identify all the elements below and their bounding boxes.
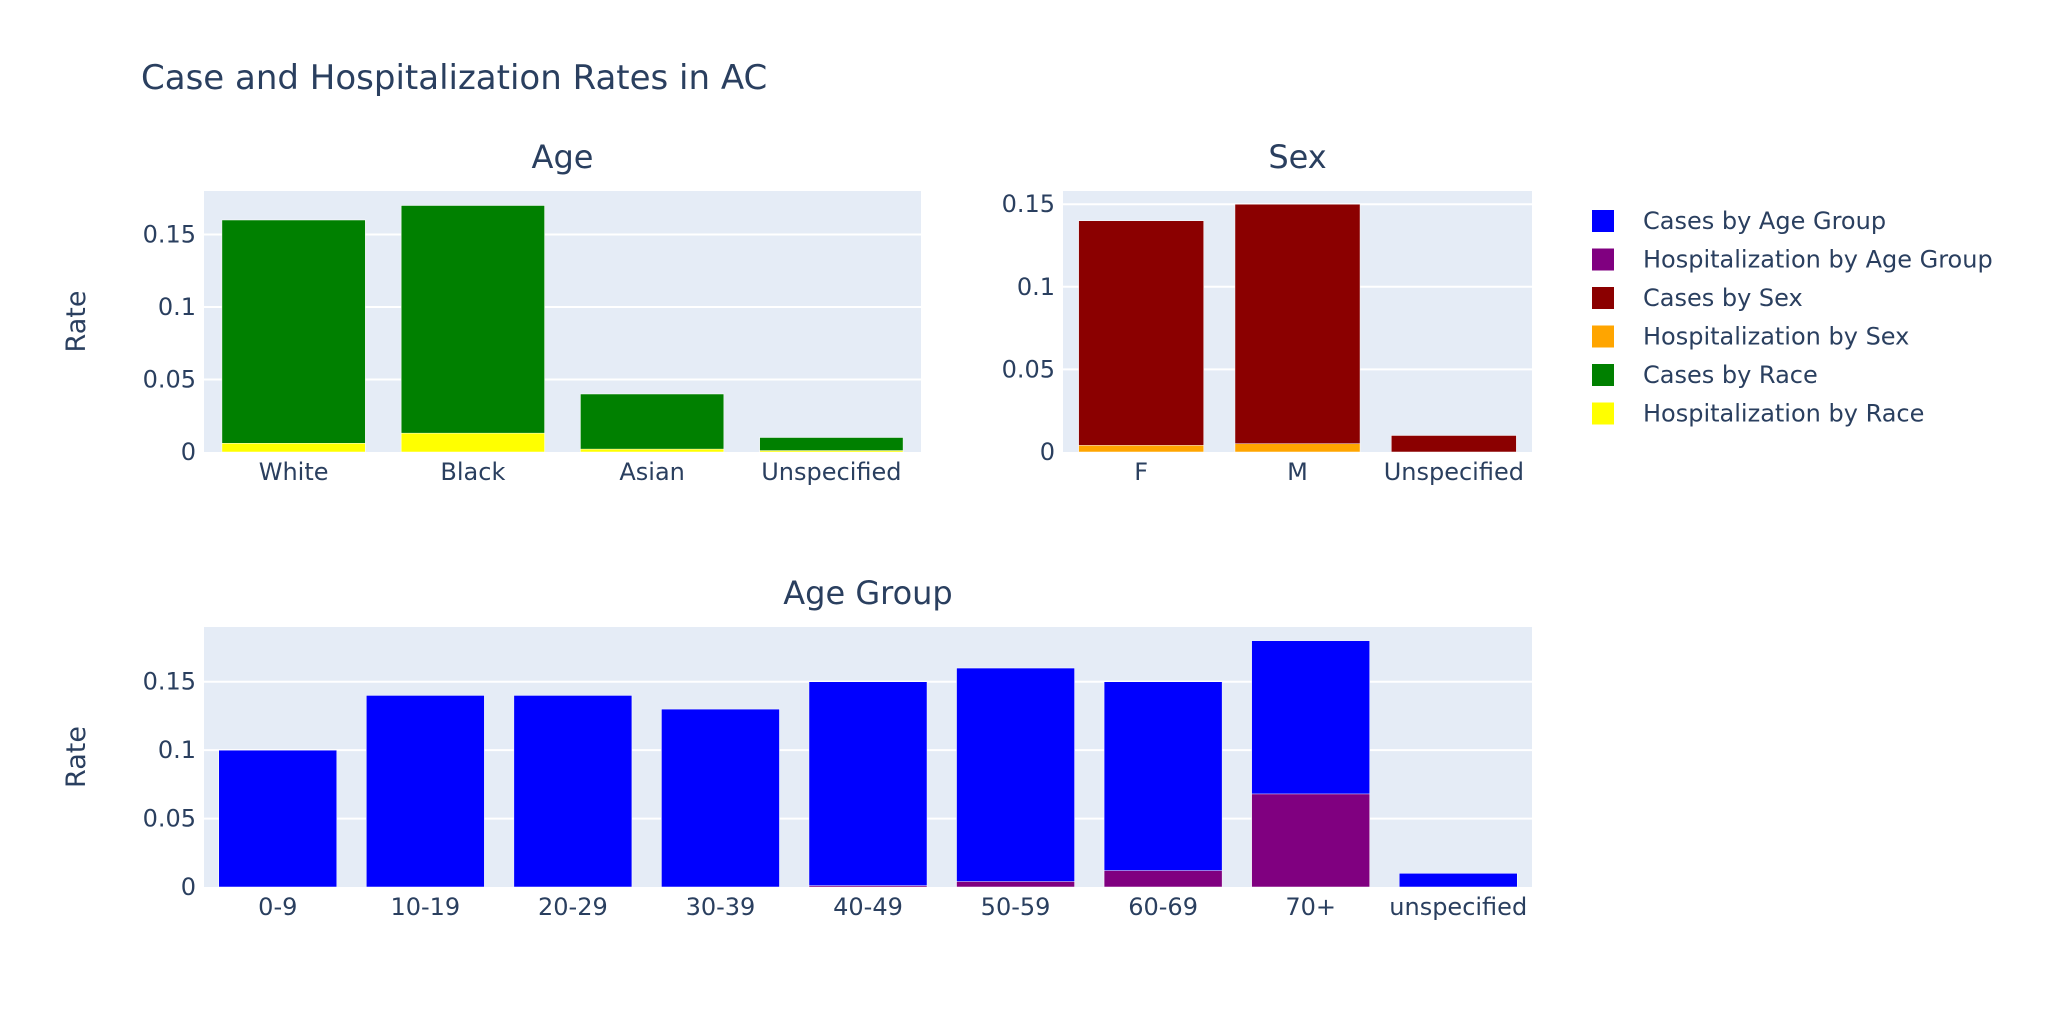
- hospitalization-by-sex-bar-m[interactable]: [1234, 443, 1361, 453]
- age-group-y-tick-label: 0: [181, 873, 196, 901]
- cases-by-age-group-bar-0-9[interactable]: [218, 749, 338, 888]
- legend-label: Cases by Age Group: [1643, 207, 1886, 235]
- legend-label: Cases by Sex: [1643, 284, 1803, 312]
- cases-by-sex-bar-unspecified[interactable]: [1391, 435, 1517, 453]
- age-subplot-title: Age: [532, 138, 594, 176]
- age-y-axis-label: Rate: [61, 291, 92, 353]
- legend-swatch: [1592, 210, 1614, 232]
- sex-y-tick-label: 0.15: [1002, 190, 1055, 218]
- legend-item-cases-by-race[interactable]: Cases by Race: [1592, 361, 1818, 389]
- cases-by-race-bar-asian[interactable]: [580, 393, 725, 453]
- cases-by-age-group-bar-60-69[interactable]: [1103, 681, 1223, 888]
- legend-label: Hospitalization by Race: [1643, 400, 1924, 428]
- age-x-tick-label: White: [259, 458, 329, 486]
- hospitalization-by-race-bar-unspecified[interactable]: [759, 450, 904, 453]
- hospitalization-by-age-group-bar-70[interactable]: [1251, 793, 1370, 888]
- sex-y-tick-label: 0.05: [1002, 355, 1055, 383]
- hospitalization-by-age-group-bar-60-69[interactable]: [1103, 870, 1223, 888]
- legend-label: Cases by Race: [1643, 361, 1818, 389]
- legend-label: Hospitalization by Age Group: [1643, 246, 1993, 274]
- legend-item-hospitalization-by-age-group[interactable]: Hospitalization by Age Group: [1592, 246, 1993, 274]
- age-y-tick-label: 0.05: [143, 366, 196, 394]
- age-group-y-axis-label: Rate: [61, 726, 92, 788]
- sex-x-tick-label: M: [1287, 458, 1308, 486]
- age-group-x-tick-label: 50-59: [981, 893, 1051, 921]
- legend-swatch: [1592, 248, 1614, 271]
- cases-by-race-bar-unspecified[interactable]: [759, 437, 904, 453]
- cases-by-age-group-bar-20-29[interactable]: [513, 695, 633, 888]
- age-group-x-tick-label: 20-29: [538, 893, 608, 921]
- sex-y-tick-label: 0.1: [1017, 273, 1055, 301]
- age-group-x-tick-label: 70+: [1285, 893, 1336, 921]
- hospitalization-by-age-group-bar-50-59[interactable]: [956, 881, 1075, 888]
- age-y-tick-label: 0.1: [158, 293, 196, 321]
- age-group-x-tick-label: 10-19: [390, 893, 460, 921]
- legend[interactable]: Cases by Age Group Hospitalization by Age…: [1592, 207, 1993, 428]
- cases-by-age-group-bar-30-39[interactable]: [661, 708, 780, 888]
- hospitalization-by-race-bar-white[interactable]: [221, 443, 366, 453]
- age-group-y-tick-label: 0.15: [143, 668, 196, 696]
- hospitalization-by-race-bar-asian[interactable]: [580, 448, 725, 453]
- sex-y-tick-label: 0: [1040, 438, 1055, 466]
- legend-swatch: [1592, 287, 1614, 309]
- age-group-x-tick-label: 40-49: [833, 893, 903, 921]
- age-group-y-tick-label: 0.1: [158, 736, 196, 764]
- age-group-x-tick-label: 60-69: [1128, 893, 1198, 921]
- legend-item-hospitalization-by-sex[interactable]: Hospitalization by Sex: [1592, 323, 1909, 351]
- panel-age-group: 0 0.05 0.1 0.15 Age Group Rate 0-9 10-19 20-29 30…: [61, 574, 1532, 921]
- age-group-x-tick-label: 0-9: [258, 893, 297, 921]
- cases-by-age-group-bar-40-49[interactable]: [808, 681, 928, 888]
- age-group-x-tick-label: unspecified: [1389, 893, 1527, 921]
- legend-swatch: [1592, 364, 1614, 386]
- panel-age: 0 0.05 0.1 0.15 Age Rate White Black Asian Unspec…: [61, 138, 921, 486]
- age-group-x-tick-label: 30-39: [686, 893, 756, 921]
- legend-label: Hospitalization by Sex: [1643, 323, 1909, 351]
- cases-by-age-group-bar-50-59[interactable]: [956, 667, 1075, 888]
- legend-item-hospitalization-by-race[interactable]: Hospitalization by Race: [1592, 400, 1924, 428]
- age-x-tick-label: Unspecified: [761, 458, 901, 486]
- age-x-tick-label: Asian: [619, 458, 685, 486]
- age-group-subplot-title: Age Group: [783, 574, 952, 612]
- hospitalization-by-age-group-bar-40-49[interactable]: [808, 885, 928, 888]
- cases-by-race-bar-black[interactable]: [400, 205, 545, 453]
- panel-sex: 0 0.05 0.1 0.15 Sex F M Unspecified: [1002, 138, 1532, 486]
- hospitalization-by-sex-bar-f[interactable]: [1078, 445, 1204, 453]
- figure-title: Case and Hospitalization Rates in AC: [141, 58, 767, 98]
- legend-swatch: [1592, 402, 1614, 425]
- cases-by-sex-bar-f[interactable]: [1078, 220, 1204, 453]
- age-x-tick-label: Black: [440, 458, 505, 486]
- cases-by-age-group-bar-unspecified[interactable]: [1398, 873, 1518, 888]
- cases-by-age-group-bar-10-19[interactable]: [366, 695, 485, 888]
- legend-swatch: [1592, 325, 1614, 348]
- cases-by-sex-bar-m[interactable]: [1234, 203, 1361, 453]
- cases-by-race-bar-white[interactable]: [221, 219, 366, 453]
- sex-subplot-title: Sex: [1268, 138, 1326, 176]
- age-group-y-tick-label: 0.05: [143, 805, 196, 833]
- hospitalization-by-race-bar-black[interactable]: [400, 432, 545, 453]
- age-y-tick-label: 0: [181, 438, 196, 466]
- legend-item-cases-by-age-group[interactable]: Cases by Age Group: [1592, 207, 1886, 235]
- age-y-tick-label: 0.15: [143, 221, 196, 249]
- sex-x-tick-label: Unspecified: [1384, 458, 1524, 486]
- legend-item-cases-by-sex[interactable]: Cases by Sex: [1592, 284, 1803, 312]
- sex-x-tick-label: F: [1134, 458, 1148, 486]
